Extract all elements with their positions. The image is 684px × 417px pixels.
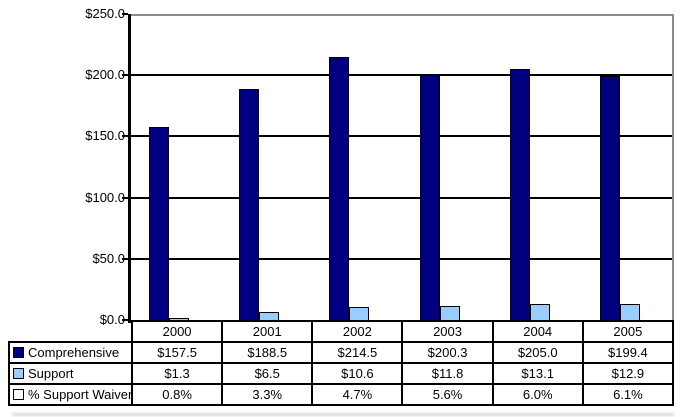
gridline: [131, 196, 672, 199]
bar-comprehensive-2000: [149, 127, 169, 320]
bar-support-2005: [619, 304, 640, 320]
value-cell: 5.6%: [401, 383, 494, 406]
table-header-row: 2000 2001 2002 2003 2004 2005: [9, 320, 675, 343]
y-tick: [122, 319, 128, 321]
legend-label: % Support Waiver: [28, 387, 132, 402]
value-cell: $11.8: [401, 362, 494, 385]
value-cell: 6.1%: [581, 383, 675, 406]
legend-swatch-comprehensive: [13, 347, 24, 358]
value-cell: $10.6: [311, 362, 404, 385]
table-shadow: [12, 413, 674, 416]
y-tick-label: $250.0: [85, 6, 125, 21]
value-cell: $205.0: [491, 341, 584, 364]
gridline: [131, 257, 672, 260]
y-tick-label: $0.0: [99, 312, 125, 327]
value-cell: $1.3: [130, 362, 224, 385]
bar-comprehensive-2004: [509, 69, 530, 320]
legend-cell-support-waiver: % Support Waiver: [8, 383, 133, 406]
y-tick-label: $150.0: [85, 128, 125, 144]
value-cell: $157.5: [130, 341, 224, 364]
value-cell: $199.4: [581, 341, 675, 364]
plot-top-border: [131, 14, 674, 16]
year-header-cell: 2002: [311, 320, 404, 343]
y-tick: [122, 74, 128, 77]
legend-cell-support: Support: [8, 362, 133, 385]
year-header-cell: 2001: [221, 320, 314, 343]
year-header-cell: 2004: [491, 320, 584, 343]
value-cell: 0.8%: [130, 383, 224, 406]
bar-support-2000: [169, 318, 189, 320]
legend-label: Support: [28, 366, 74, 381]
bar-comprehensive-2003: [419, 74, 440, 320]
legend-swatch-support: [13, 368, 24, 379]
table-row-comprehensive: Comprehensive $157.5 $188.5 $214.5 $200.3 $20…: [8, 341, 675, 364]
y-axis-line: [128, 14, 131, 323]
bar-support-2004: [529, 303, 550, 320]
y-tick-label: $200.0: [85, 67, 125, 83]
value-cell: $200.3: [401, 341, 494, 364]
data-table: 2000 2001 2002 2003 2004 2005 Comprehensive $15…: [8, 320, 675, 406]
bar-comprehensive-2005: [599, 75, 620, 320]
y-tick-label: $50.0: [92, 250, 125, 266]
value-cell: $214.5: [311, 341, 404, 364]
y-tick: [122, 196, 128, 199]
value-cell: $188.5: [221, 341, 314, 364]
bar-support-2001: [259, 312, 280, 320]
plot-area: [131, 14, 674, 320]
bar-comprehensive-2002: [329, 57, 350, 320]
value-cell: 6.0%: [491, 383, 584, 406]
legend-cell-comprehensive: Comprehensive: [8, 341, 133, 364]
value-cell: $6.5: [221, 362, 314, 385]
bar-support-2003: [439, 305, 460, 320]
table-row-support: Support $1.3 $6.5 $10.6 $11.8 $13.1 $12.9: [8, 362, 675, 385]
year-header-cell: 2005: [581, 320, 675, 343]
value-cell: $13.1: [491, 362, 584, 385]
plot-right-border: [672, 14, 674, 320]
bar-support-2002: [349, 307, 370, 320]
value-cell: 3.3%: [221, 383, 314, 406]
value-cell: 4.7%: [311, 383, 404, 406]
legend-swatch-support-waiver: [13, 389, 24, 400]
year-header-cell: 2000: [130, 320, 224, 343]
y-tick: [122, 257, 128, 260]
value-cell: $12.9: [581, 362, 675, 385]
gridline: [131, 135, 672, 138]
y-tick: [122, 135, 128, 138]
table-row-support-waiver: % Support Waiver 0.8% 3.3% 4.7% 5.6% 6.0% 6.1%: [8, 383, 675, 406]
year-header-cell: 2003: [401, 320, 494, 343]
y-tick: [122, 13, 128, 15]
bar-comprehensive-2001: [239, 89, 260, 320]
legend-label: Comprehensive: [28, 345, 120, 360]
table-corner-blank: [9, 321, 132, 342]
gridline: [131, 74, 672, 77]
y-tick-label: $100.0: [85, 189, 125, 205]
